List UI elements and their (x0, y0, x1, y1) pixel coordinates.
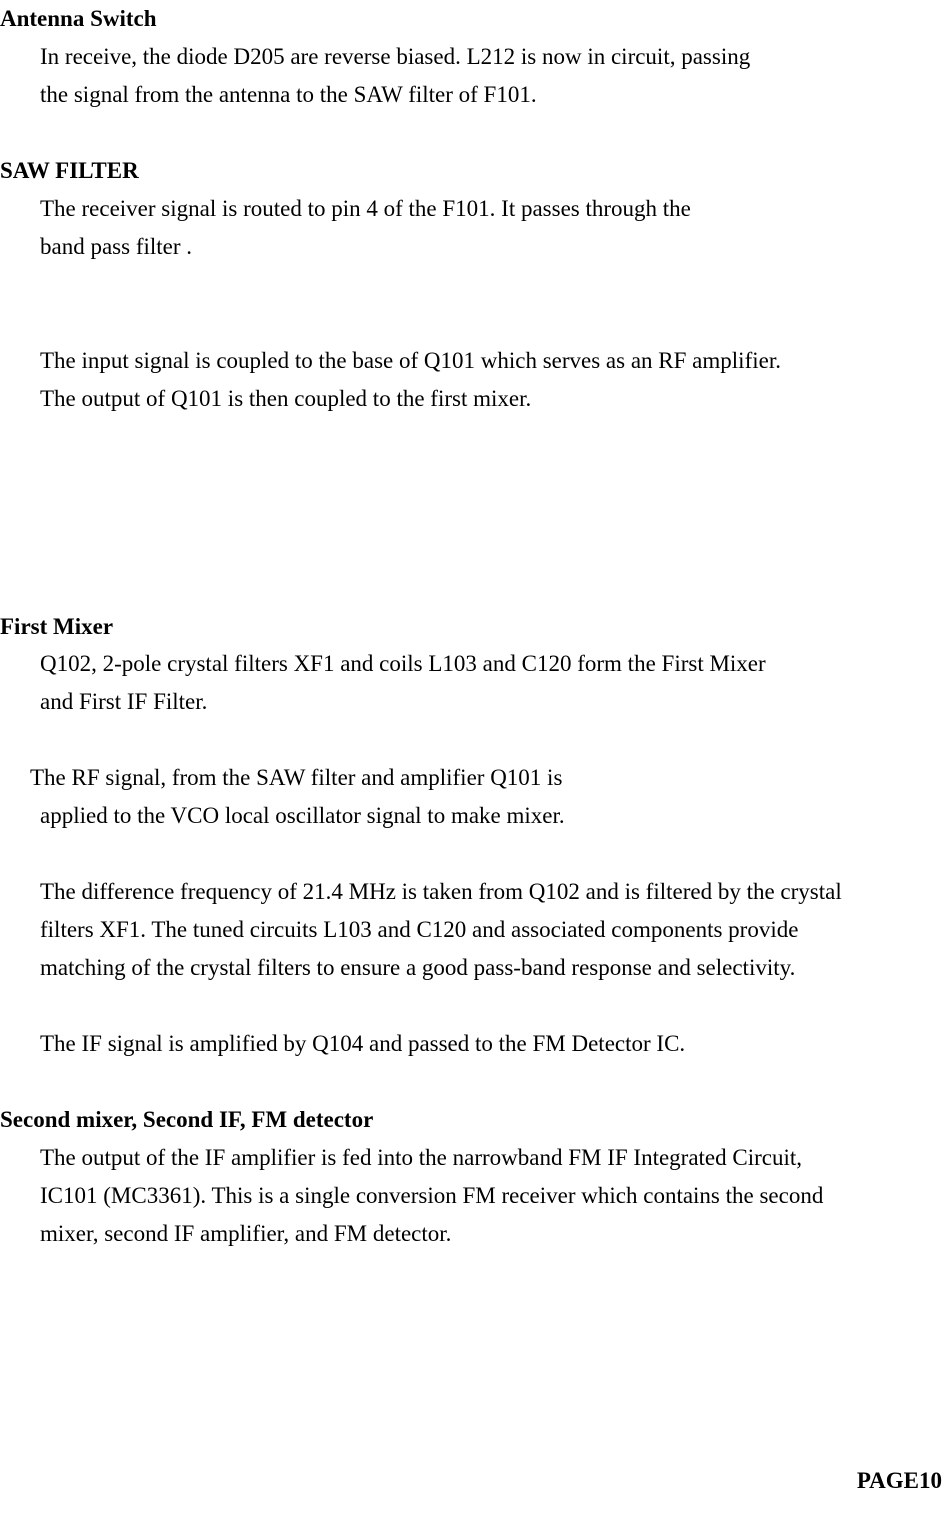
body-text: applied to the VCO local oscillator sign… (0, 797, 942, 835)
body-text: and First IF Filter. (0, 683, 942, 721)
body-text: The RF signal, from the SAW filter and a… (0, 759, 942, 797)
section-heading-second-mixer: Second mixer, Second IF, FM detector (0, 1101, 942, 1139)
section-heading-saw-filter: SAW FILTER (0, 152, 942, 190)
page-number: PAGE10 (857, 1462, 942, 1500)
body-text: The input signal is coupled to the base … (0, 342, 942, 380)
body-text: In receive, the diode D205 are reverse b… (0, 38, 942, 76)
body-text: Q102, 2-pole crystal filters XF1 and coi… (0, 645, 942, 683)
section-heading-first-mixer: First Mixer (0, 608, 942, 646)
body-text: matching of the crystal filters to ensur… (0, 949, 942, 987)
body-text: the signal from the antenna to the SAW f… (0, 76, 942, 114)
body-text: The difference frequency of 21.4 MHz is … (0, 873, 942, 911)
body-text: band pass filter . (0, 228, 942, 266)
body-text: The IF signal is amplified by Q104 and p… (0, 1025, 942, 1063)
body-text: The receiver signal is routed to pin 4 o… (0, 190, 942, 228)
body-text: filters XF1. The tuned circuits L103 and… (0, 911, 942, 949)
body-text: The output of the IF amplifier is fed in… (0, 1139, 942, 1177)
body-text: The output of Q101 is then coupled to th… (0, 380, 942, 418)
body-text: IC101 (MC3361). This is a single convers… (0, 1177, 942, 1215)
section-heading-antenna: Antenna Switch (0, 0, 942, 38)
body-text: mixer, second IF amplifier, and FM detec… (0, 1215, 942, 1253)
